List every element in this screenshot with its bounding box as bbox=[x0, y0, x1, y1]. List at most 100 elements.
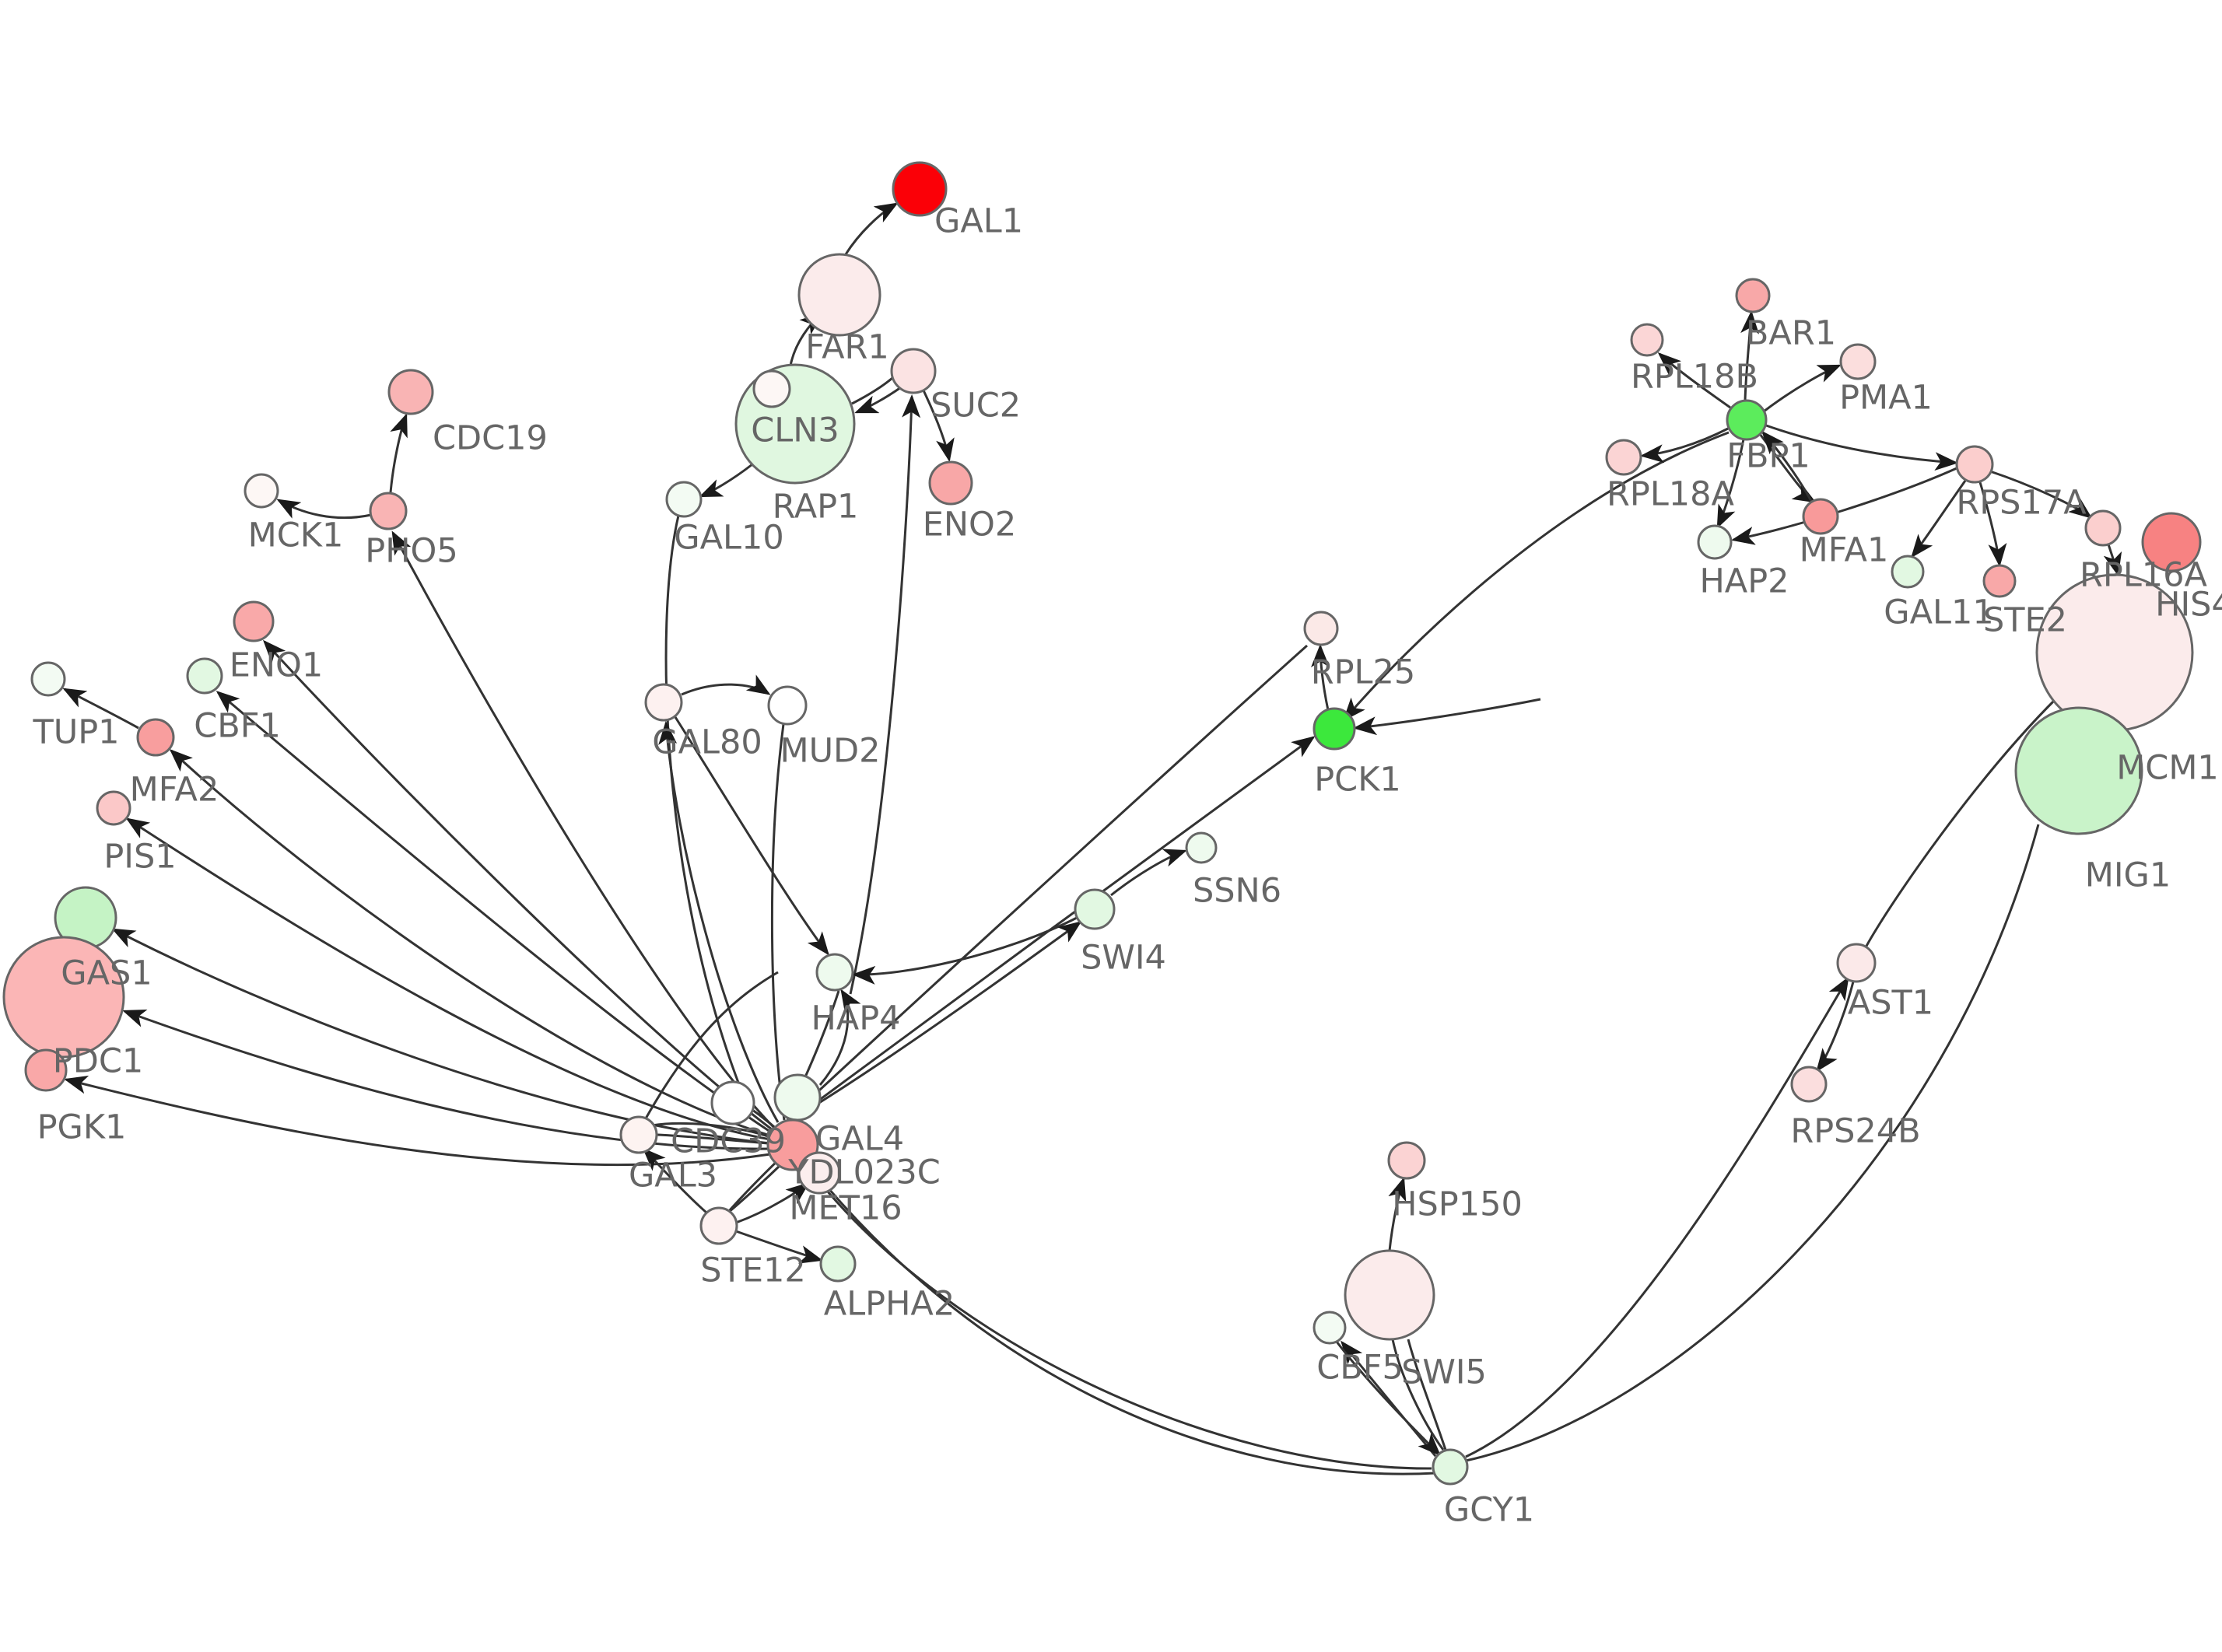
node-label-fbp1: FBP1 bbox=[1726, 437, 1810, 476]
edge-RPL16A-to-MCM1 bbox=[2103, 544, 2122, 576]
edge-MUD2-to-GAL4 bbox=[770, 723, 786, 1121]
edge-RAP1B-to-PCK1 bbox=[1343, 431, 1730, 722]
node-eno2[interactable] bbox=[928, 460, 973, 506]
edge-GCY1-to-AST1 bbox=[1465, 976, 1849, 1458]
edge-FBP1-to-RPL18A bbox=[1640, 427, 1729, 464]
node-ste2[interactable] bbox=[1982, 564, 2017, 598]
edge-GAL4-to-GAS1 bbox=[111, 928, 771, 1145]
edge-CLN3-to-GAL10 bbox=[699, 463, 753, 498]
node-mfa2[interactable] bbox=[136, 718, 175, 757]
node-met16[interactable] bbox=[773, 1073, 822, 1122]
node-far1[interactable] bbox=[797, 253, 881, 337]
node-alpha2[interactable] bbox=[819, 1245, 857, 1283]
edge-FBP1-to-PMA1 bbox=[1763, 364, 1842, 413]
node-label-gas1: GAS1 bbox=[61, 954, 152, 993]
node-swi4[interactable] bbox=[1074, 888, 1116, 930]
node-label-mud2: MUD2 bbox=[780, 732, 880, 771]
node-label-mig1: MIG1 bbox=[2085, 856, 2171, 895]
node-label-rps17a: RPS17A bbox=[1956, 484, 2087, 523]
edge-GAL4-to-PCK1 bbox=[785, 736, 1316, 1126]
node-label-far1: FAR1 bbox=[805, 328, 888, 367]
node-ydl023c[interactable] bbox=[797, 1151, 841, 1195]
node-cbf5[interactable] bbox=[1313, 1311, 1347, 1345]
edge-GAL4-to-CBF1 bbox=[216, 691, 771, 1133]
node-mig1[interactable] bbox=[2014, 706, 2143, 835]
node-label-ast1: AST1 bbox=[1848, 984, 1933, 1023]
node-rps24b[interactable] bbox=[1790, 1066, 1828, 1103]
node-label-tup1: TUP1 bbox=[32, 713, 119, 752]
node-cbf1[interactable] bbox=[186, 657, 223, 695]
node-swi5[interactable] bbox=[1344, 1249, 1435, 1341]
node-label-rpl16a: RPL16A bbox=[2080, 556, 2207, 595]
edge-SWI4-to-HAP4 bbox=[852, 916, 1078, 985]
node-ste12[interactable] bbox=[699, 1206, 738, 1245]
node-rpl18a[interactable] bbox=[1605, 439, 1642, 476]
node-rap1[interactable] bbox=[752, 369, 791, 408]
edge-GAL4-to-RPL25b bbox=[786, 644, 1309, 1122]
node-label-swi5: SWI5 bbox=[1401, 1353, 1487, 1392]
node-label-cdc19: CDC19 bbox=[433, 419, 548, 458]
node-rpl25[interactable] bbox=[1303, 611, 1339, 646]
node-label-pck1: PCK1 bbox=[1314, 761, 1401, 800]
node-label-swi4: SWI4 bbox=[1081, 939, 1166, 978]
node-mck1[interactable] bbox=[244, 473, 279, 509]
edge-CLN3-to-SUC2 bbox=[851, 373, 898, 405]
edge-RPS17A-to-STE2 bbox=[1978, 481, 2007, 567]
edge-MET16-to-HAP4 bbox=[818, 989, 861, 1086]
edge-GAL80-to-MUD2 bbox=[681, 674, 771, 696]
node-bar1[interactable] bbox=[1735, 278, 1771, 313]
node-gal80[interactable] bbox=[644, 683, 683, 722]
node-rps17a[interactable] bbox=[1955, 445, 1994, 484]
node-label-pma1: PMA1 bbox=[1839, 379, 1933, 418]
node-suc2[interactable] bbox=[890, 348, 937, 394]
node-label-rap1: RAP1 bbox=[773, 488, 859, 527]
node-rpl16a[interactable] bbox=[2084, 509, 2122, 547]
edge-RPS17A-to-HAP2 bbox=[1731, 467, 1957, 545]
edge-GAL4-to-MFA2 bbox=[169, 748, 771, 1137]
node-label-cbf5: CBF5 bbox=[1316, 1349, 1404, 1388]
node-mfa1[interactable] bbox=[1802, 498, 1839, 535]
edge-GAL3-to-GAL4b bbox=[644, 971, 779, 1119]
node-gal1[interactable] bbox=[892, 161, 948, 217]
node-rpl18b[interactable] bbox=[1630, 323, 1664, 357]
node-mud2[interactable] bbox=[767, 685, 808, 726]
edge-GAL4-to-PIS1 bbox=[125, 817, 771, 1141]
node-pdc1[interactable] bbox=[2, 936, 125, 1059]
edge-SWI4-to-SSN6 bbox=[1110, 849, 1187, 897]
node-pck1[interactable] bbox=[1313, 707, 1356, 751]
node-hap4[interactable] bbox=[815, 953, 854, 992]
node-cdc19[interactable] bbox=[387, 369, 434, 415]
node-his4[interactable] bbox=[2141, 512, 2202, 572]
node-cdc39[interactable] bbox=[710, 1080, 755, 1125]
node-label-mck1: MCK1 bbox=[248, 516, 344, 555]
edge-GAL4-to-PDC1 bbox=[122, 1009, 771, 1150]
label-layer: GAL1 FAR1 SUC2 CLN3 RAP1 ENO2 GAL10 CDC19 MCK1 PH… bbox=[32, 202, 2222, 1530]
node-hap2[interactable] bbox=[1697, 524, 1733, 560]
node-gal3[interactable] bbox=[619, 1115, 658, 1154]
edge-SUC2-to-CLN3 bbox=[854, 386, 902, 414]
node-gal10[interactable] bbox=[665, 481, 703, 518]
node-label-ssn6: SSN6 bbox=[1193, 872, 1281, 911]
node-pho5[interactable] bbox=[369, 492, 408, 530]
node-fbp1[interactable] bbox=[1726, 399, 1768, 441]
node-pma1[interactable] bbox=[1839, 343, 1877, 380]
node-pgk1[interactable] bbox=[24, 1048, 68, 1092]
edge-RPS17A-to-GAL11 bbox=[1911, 480, 1967, 558]
node-eno1[interactable] bbox=[233, 600, 275, 642]
node-tup1[interactable] bbox=[30, 661, 66, 697]
node-label-bar1: BAR1 bbox=[1746, 314, 1836, 353]
edge-GAL4-to-GAL80 bbox=[658, 721, 780, 1123]
node-label-pis1: PIS1 bbox=[103, 838, 176, 877]
node-gal11[interactable] bbox=[1891, 555, 1925, 589]
node-pis1[interactable] bbox=[96, 790, 131, 826]
edge-GCY1-to-MIG1 bbox=[1465, 824, 2040, 1462]
edge-FAR1-to-GAL1 bbox=[844, 202, 899, 255]
node-ssn6[interactable] bbox=[1185, 831, 1218, 864]
node-hsp150[interactable] bbox=[1387, 1141, 1426, 1180]
edge-GAL4-to-ENO1 bbox=[262, 639, 773, 1131]
node-ast1[interactable] bbox=[1836, 943, 1877, 983]
edge-GAL4-to-GCY1 bbox=[801, 1160, 1432, 1470]
edge-RAP1-to-SUC2 bbox=[849, 394, 921, 995]
node-gcy1[interactable] bbox=[1432, 1448, 1469, 1486]
node-label-hsp150: HSP150 bbox=[1392, 1185, 1523, 1224]
